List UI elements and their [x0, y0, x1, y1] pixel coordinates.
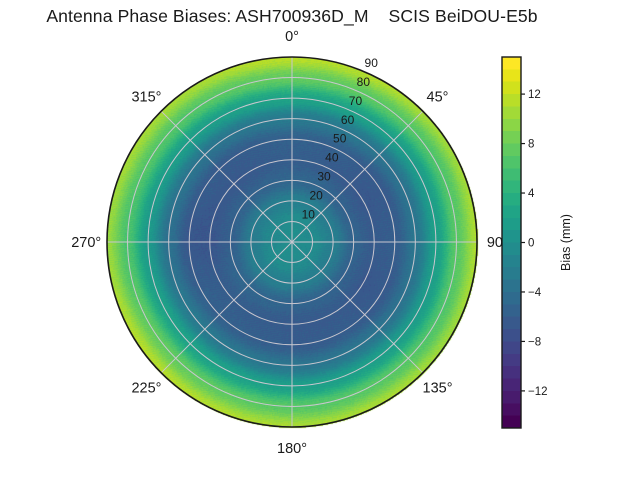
svg-text:40: 40 [325, 151, 339, 165]
svg-text:8: 8 [528, 139, 534, 151]
svg-text:−8: −8 [528, 336, 541, 348]
svg-text:225°: 225° [131, 381, 161, 397]
svg-text:80: 80 [357, 75, 371, 89]
svg-text:−12: −12 [528, 386, 548, 398]
svg-text:50: 50 [333, 132, 347, 146]
svg-text:180°: 180° [277, 441, 307, 457]
svg-text:90: 90 [365, 56, 379, 70]
svg-text:60: 60 [341, 113, 355, 127]
svg-text:12: 12 [528, 89, 541, 101]
svg-text:70: 70 [349, 94, 363, 108]
svg-text:135°: 135° [423, 381, 453, 397]
svg-text:−4: −4 [528, 287, 542, 299]
svg-text:30: 30 [317, 170, 331, 184]
svg-text:Bias (mm): Bias (mm) [559, 214, 573, 271]
svg-text:4: 4 [528, 188, 535, 200]
svg-text:20: 20 [309, 189, 323, 203]
svg-text:0°: 0° [285, 29, 299, 45]
svg-text:10: 10 [302, 208, 316, 222]
svg-text:45°: 45° [427, 89, 449, 105]
svg-text:0: 0 [528, 238, 534, 250]
svg-text:315°: 315° [131, 89, 161, 105]
svg-text:270°: 270° [71, 235, 101, 251]
